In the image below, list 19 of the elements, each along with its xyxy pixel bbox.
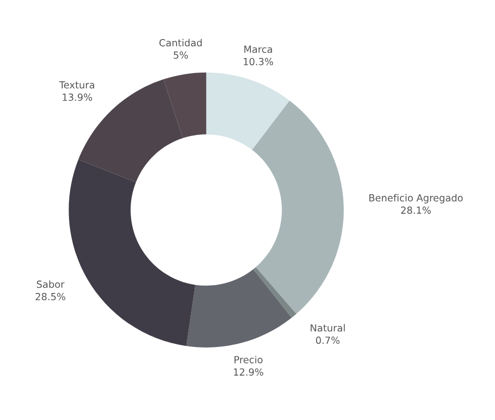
- slice-label: Beneficio Agregado: [369, 194, 463, 204]
- donut-slice: [252, 100, 344, 314]
- slice-label: Marca: [244, 46, 272, 53]
- donut-slice: [68, 159, 196, 346]
- slice-label: Textura: [59, 81, 94, 89]
- data-label: 0.7%: [316, 336, 340, 344]
- donut-slice: [253, 267, 296, 318]
- data-label: 10.3%: [244, 58, 274, 66]
- slice-label: Natural: [310, 324, 345, 332]
- slice-label: Sabor: [36, 280, 64, 288]
- data-label: 13.9%: [62, 94, 92, 101]
- slice-label: Cantidad: [159, 38, 202, 46]
- data-label: 28.1%: [401, 206, 431, 214]
- data-label: 5%: [174, 51, 188, 59]
- data-label: 12.9%: [234, 368, 264, 376]
- donut-slice: [206, 72, 290, 150]
- data-label: 28.5%: [36, 292, 66, 300]
- donut-slice: [186, 269, 292, 348]
- slice-label: Precio: [234, 356, 263, 364]
